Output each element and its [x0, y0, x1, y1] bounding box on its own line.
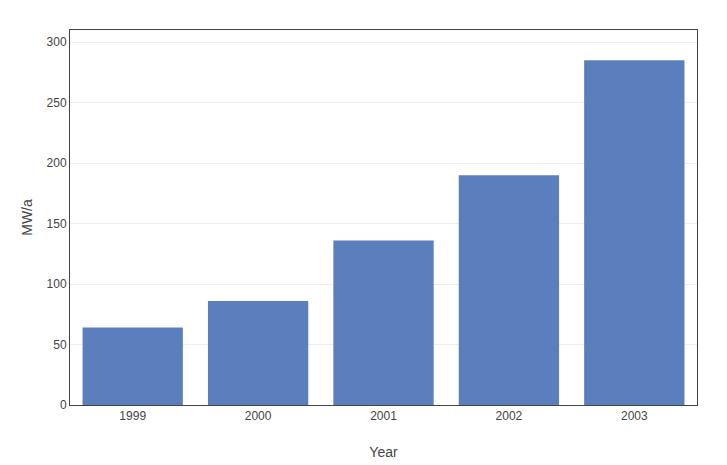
- svg-text:2000: 2000: [245, 409, 272, 423]
- svg-text:2001: 2001: [370, 409, 397, 423]
- svg-text:Year: Year: [369, 444, 398, 460]
- svg-text:2003: 2003: [621, 409, 648, 423]
- svg-text:250: 250: [47, 96, 67, 110]
- svg-text:0: 0: [60, 398, 67, 412]
- svg-text:150: 150: [47, 217, 67, 231]
- svg-text:300: 300: [47, 35, 67, 49]
- svg-text:200: 200: [47, 156, 67, 170]
- svg-text:1999: 1999: [119, 409, 146, 423]
- svg-text:MW/a: MW/a: [19, 199, 35, 236]
- svg-text:50: 50: [53, 338, 67, 352]
- svg-text:100: 100: [47, 277, 67, 291]
- svg-text:2002: 2002: [496, 409, 523, 423]
